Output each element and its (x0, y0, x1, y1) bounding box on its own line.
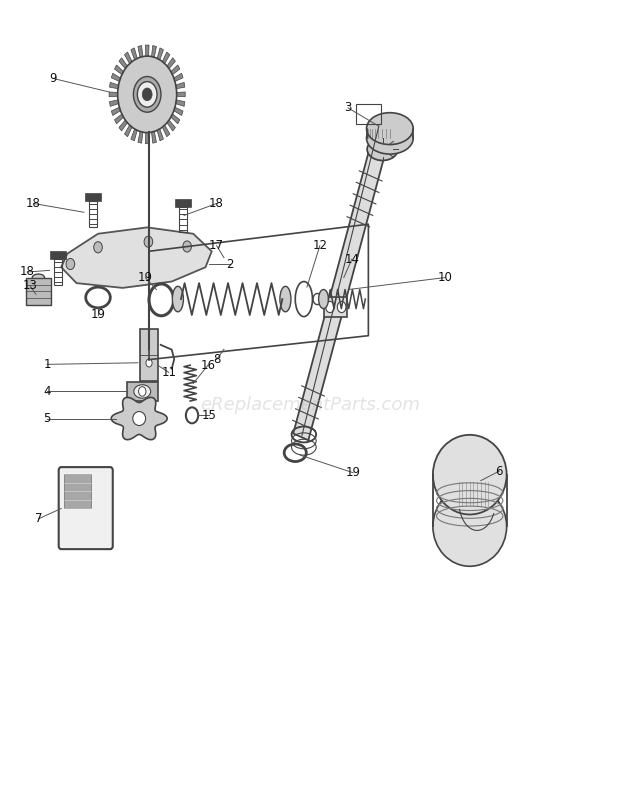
Text: 19: 19 (138, 271, 153, 284)
Text: 5: 5 (43, 412, 51, 425)
Ellipse shape (433, 487, 507, 566)
Circle shape (133, 76, 161, 112)
Bar (86, 193, 101, 201)
Polygon shape (119, 58, 127, 69)
Ellipse shape (280, 286, 291, 312)
Text: 11: 11 (161, 366, 176, 379)
Text: eReplacementParts.com: eReplacementParts.com (200, 396, 420, 414)
Circle shape (138, 387, 146, 396)
Bar (179, 207, 187, 232)
Polygon shape (293, 147, 385, 440)
Polygon shape (145, 132, 149, 144)
Text: 7: 7 (35, 512, 42, 525)
Circle shape (144, 236, 153, 247)
Ellipse shape (367, 138, 398, 160)
Text: 16: 16 (200, 358, 216, 371)
Polygon shape (151, 46, 156, 57)
Bar (127, 382, 157, 401)
Bar (356, 104, 381, 124)
Bar (175, 199, 190, 207)
Polygon shape (115, 114, 123, 124)
Polygon shape (109, 92, 118, 97)
Text: 10: 10 (438, 271, 453, 284)
Polygon shape (138, 46, 143, 57)
Text: 3: 3 (344, 101, 352, 115)
Polygon shape (151, 132, 156, 144)
Text: 2: 2 (226, 257, 234, 270)
Polygon shape (162, 52, 170, 63)
Ellipse shape (172, 286, 184, 312)
Polygon shape (174, 73, 183, 82)
Text: 4: 4 (43, 385, 51, 398)
Ellipse shape (366, 113, 413, 144)
Polygon shape (112, 73, 120, 82)
Polygon shape (174, 107, 183, 115)
Polygon shape (131, 48, 137, 60)
Polygon shape (162, 125, 170, 136)
Bar (54, 259, 63, 285)
Bar (324, 297, 347, 317)
Polygon shape (171, 65, 180, 75)
Circle shape (183, 241, 192, 252)
Ellipse shape (366, 122, 413, 154)
Polygon shape (176, 100, 185, 107)
Polygon shape (115, 65, 123, 75)
Circle shape (337, 302, 346, 313)
Polygon shape (167, 120, 175, 131)
Text: 9: 9 (50, 72, 57, 85)
Polygon shape (157, 129, 164, 141)
Ellipse shape (133, 411, 146, 426)
Text: 19: 19 (91, 309, 105, 322)
Polygon shape (119, 120, 127, 131)
Bar (64, 474, 91, 508)
Ellipse shape (134, 385, 151, 398)
Polygon shape (125, 52, 132, 63)
Bar (26, 277, 51, 306)
Text: 18: 18 (20, 265, 35, 278)
Circle shape (146, 359, 152, 367)
Text: 12: 12 (312, 239, 327, 252)
Polygon shape (176, 83, 185, 89)
Circle shape (94, 241, 102, 253)
Ellipse shape (319, 290, 329, 309)
Polygon shape (131, 129, 137, 141)
Bar (89, 201, 97, 227)
Polygon shape (138, 132, 143, 144)
Ellipse shape (32, 274, 45, 281)
Text: 18: 18 (26, 197, 41, 210)
Polygon shape (171, 114, 180, 124)
Polygon shape (111, 397, 167, 439)
Text: 15: 15 (202, 409, 216, 422)
Circle shape (66, 258, 74, 269)
Polygon shape (145, 45, 149, 56)
Circle shape (326, 302, 334, 313)
Bar (140, 330, 157, 381)
Text: 14: 14 (344, 253, 359, 265)
Circle shape (142, 88, 152, 101)
Polygon shape (157, 48, 164, 60)
Polygon shape (177, 92, 185, 97)
Ellipse shape (433, 435, 507, 515)
Text: 8: 8 (213, 353, 220, 366)
Polygon shape (112, 107, 120, 115)
Text: 17: 17 (209, 239, 224, 252)
Text: 19: 19 (345, 466, 360, 479)
Text: 13: 13 (22, 279, 37, 292)
Text: 6: 6 (495, 464, 503, 477)
Circle shape (138, 82, 157, 107)
Bar (50, 252, 66, 259)
FancyBboxPatch shape (59, 467, 113, 549)
Polygon shape (110, 83, 118, 89)
Text: 1: 1 (43, 358, 51, 371)
Text: 18: 18 (209, 197, 224, 210)
Polygon shape (110, 100, 118, 107)
Polygon shape (125, 125, 132, 136)
Circle shape (118, 56, 177, 132)
Polygon shape (61, 228, 211, 288)
Polygon shape (167, 58, 175, 69)
